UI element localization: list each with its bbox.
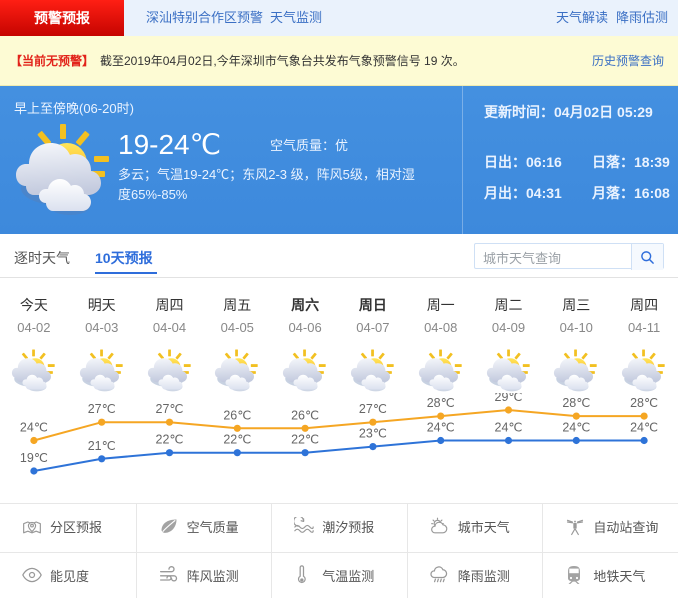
svg-text:24℃: 24℃ xyxy=(427,421,455,435)
svg-text:22℃: 22℃ xyxy=(156,433,184,447)
svg-text:22℃: 22℃ xyxy=(223,433,251,447)
svg-text:27℃: 27℃ xyxy=(156,402,184,416)
svg-text:23℃: 23℃ xyxy=(359,427,387,441)
svg-text:19℃: 19℃ xyxy=(20,451,48,465)
svg-text:21℃: 21℃ xyxy=(88,439,116,453)
svg-text:24℃: 24℃ xyxy=(20,421,48,435)
svg-text:22℃: 22℃ xyxy=(291,433,319,447)
svg-text:28℃: 28℃ xyxy=(562,396,590,410)
svg-text:27℃: 27℃ xyxy=(88,402,116,416)
svg-text:29℃: 29℃ xyxy=(495,393,523,404)
svg-text:26℃: 26℃ xyxy=(291,408,319,422)
svg-text:24℃: 24℃ xyxy=(630,421,658,435)
svg-text:24℃: 24℃ xyxy=(495,421,523,435)
svg-text:24℃: 24℃ xyxy=(562,421,590,435)
svg-text:28℃: 28℃ xyxy=(630,396,658,410)
svg-text:27℃: 27℃ xyxy=(359,402,387,416)
svg-text:26℃: 26℃ xyxy=(223,408,251,422)
svg-text:28℃: 28℃ xyxy=(427,396,455,410)
